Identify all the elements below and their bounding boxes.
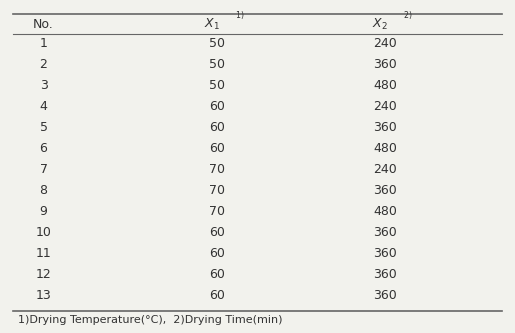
Text: 5: 5 <box>40 121 47 134</box>
Text: 240: 240 <box>373 100 397 113</box>
Text: 10: 10 <box>36 226 52 239</box>
Text: 1: 1 <box>40 37 47 50</box>
Text: 360: 360 <box>373 184 397 197</box>
Text: 360: 360 <box>373 289 397 302</box>
Text: 60: 60 <box>209 121 225 134</box>
Text: 60: 60 <box>209 268 225 281</box>
Text: 6: 6 <box>40 142 47 155</box>
Text: 8: 8 <box>40 184 47 197</box>
Text: 240: 240 <box>373 37 397 50</box>
Text: 13: 13 <box>36 289 52 302</box>
Text: 480: 480 <box>373 142 397 155</box>
Text: 60: 60 <box>209 289 225 302</box>
Text: 360: 360 <box>373 268 397 281</box>
Text: 50: 50 <box>209 58 225 71</box>
Text: 11: 11 <box>36 247 52 260</box>
Text: 70: 70 <box>209 163 225 176</box>
Text: 70: 70 <box>209 184 225 197</box>
Text: 2: 2 <box>40 58 47 71</box>
Text: 360: 360 <box>373 226 397 239</box>
Text: 480: 480 <box>373 79 397 92</box>
Text: 60: 60 <box>209 226 225 239</box>
Text: 70: 70 <box>209 205 225 218</box>
Text: 50: 50 <box>209 79 225 92</box>
Text: 360: 360 <box>373 247 397 260</box>
Text: 60: 60 <box>209 247 225 260</box>
Text: 60: 60 <box>209 142 225 155</box>
Text: $^{2)}$: $^{2)}$ <box>403 12 413 22</box>
Text: $X_1$: $X_1$ <box>204 17 219 32</box>
Text: 360: 360 <box>373 121 397 134</box>
Text: $^{1)}$: $^{1)}$ <box>235 12 245 22</box>
Text: 3: 3 <box>40 79 47 92</box>
Text: 240: 240 <box>373 163 397 176</box>
Text: No.: No. <box>33 18 54 31</box>
Text: 9: 9 <box>40 205 47 218</box>
Text: 12: 12 <box>36 268 52 281</box>
Text: 50: 50 <box>209 37 225 50</box>
Text: 7: 7 <box>40 163 47 176</box>
Text: $X_2$: $X_2$ <box>372 17 388 32</box>
Text: 360: 360 <box>373 58 397 71</box>
Text: 60: 60 <box>209 100 225 113</box>
Text: 480: 480 <box>373 205 397 218</box>
Text: 4: 4 <box>40 100 47 113</box>
Text: 1)Drying Temperature(°C),  2)Drying Time(min): 1)Drying Temperature(°C), 2)Drying Time(… <box>18 315 283 325</box>
